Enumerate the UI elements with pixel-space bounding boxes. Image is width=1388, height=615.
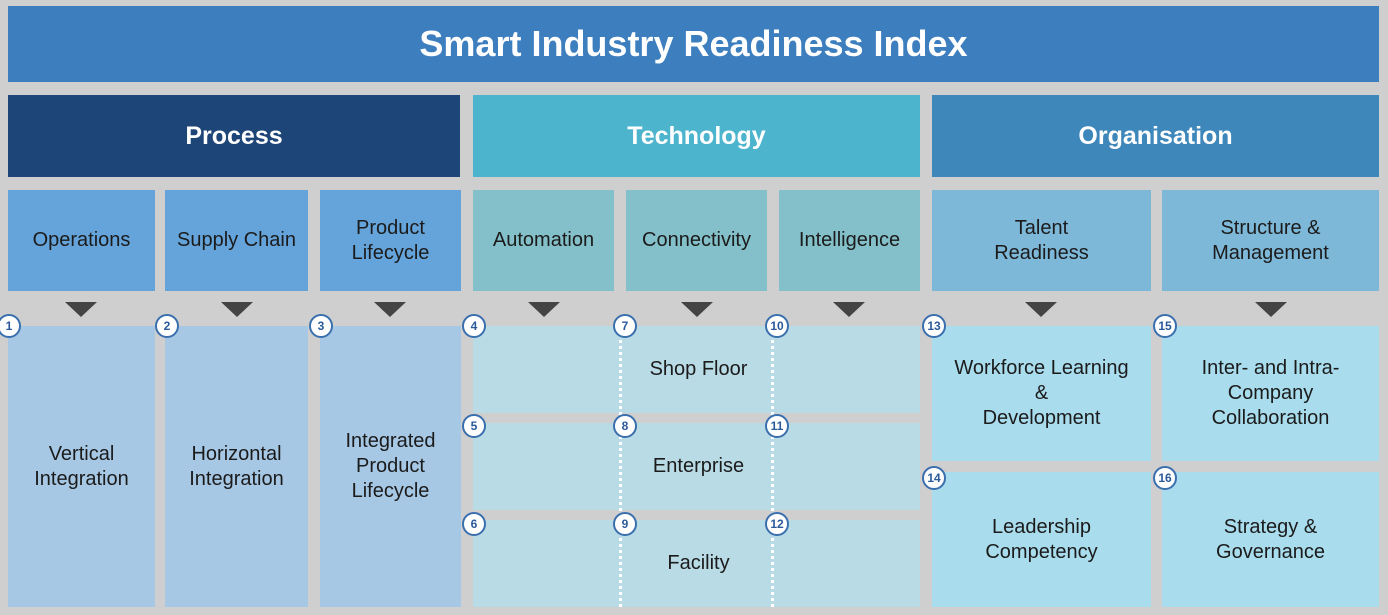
dimension-collaboration: Inter- and Intra- Company Collaboration [1162, 326, 1379, 461]
block-product-lifecycle: Product Lifecycle [320, 190, 461, 291]
arrow-down-icon [65, 302, 97, 317]
arrow-down-icon [221, 302, 253, 317]
dimension-number-badge: 8 [613, 414, 637, 438]
dimension-number-badge: 2 [155, 314, 179, 338]
arrow-down-icon [374, 302, 406, 317]
arrow-down-icon [528, 302, 560, 317]
dimension-number-badge: 12 [765, 512, 789, 536]
dimension-number-badge: 16 [1153, 466, 1177, 490]
dimension-row-facility [473, 520, 920, 607]
dimension-number-badge: 13 [922, 314, 946, 338]
dimension-number-badge: 9 [613, 512, 637, 536]
dimension-number-badge: 7 [613, 314, 637, 338]
arrow-down-icon [681, 302, 713, 317]
block-talent-readiness: Talent Readiness [932, 190, 1151, 291]
dotted-divider [619, 340, 622, 607]
block-supply-chain: Supply Chain [165, 190, 308, 291]
block-structure-management: Structure & Management [1162, 190, 1379, 291]
dimension-label-facility: Facility [667, 551, 730, 574]
dimension-number-badge: 11 [765, 414, 789, 438]
dimension-number-badge: 4 [462, 314, 486, 338]
dimension-row-enterprise [473, 423, 920, 510]
dimension-label-enterprise: Enterprise [652, 454, 745, 477]
block-connectivity: Connectivity [626, 190, 767, 291]
dotted-divider [771, 340, 774, 607]
arrow-down-icon [833, 302, 865, 317]
dimension-number-badge: 5 [462, 414, 486, 438]
page-title: Smart Industry Readiness Index [8, 6, 1379, 82]
dimension-leadership-competency: Leadership Competency [932, 472, 1151, 607]
arrow-down-icon [1255, 302, 1287, 317]
block-automation: Automation [473, 190, 614, 291]
pillar-process: Process [8, 95, 460, 177]
arrow-down-icon [1025, 302, 1057, 317]
block-intelligence: Intelligence [779, 190, 920, 291]
dimension-vertical-integration: Vertical Integration [8, 326, 155, 607]
pillar-technology: Technology [473, 95, 920, 177]
dimension-row-shop-floor [473, 326, 920, 413]
dimension-number-badge: 14 [922, 466, 946, 490]
dimension-strategy-governance: Strategy & Governance [1162, 472, 1379, 607]
pillar-organisation: Organisation [932, 95, 1379, 177]
dimension-number-badge: 10 [765, 314, 789, 338]
dimension-horizontal-integration: Horizontal Integration [165, 326, 308, 607]
dimension-number-badge: 15 [1153, 314, 1177, 338]
dimension-label-shop-floor: Shop Floor [649, 357, 748, 380]
dimension-integrated-product-lifecycle: Integrated Product Lifecycle [320, 326, 461, 607]
dimension-workforce-learning: Workforce Learning & Development [932, 326, 1151, 461]
dimension-number-badge: 1 [0, 314, 21, 338]
dimension-number-badge: 3 [309, 314, 333, 338]
dimension-number-badge: 6 [462, 512, 486, 536]
block-operations: Operations [8, 190, 155, 291]
